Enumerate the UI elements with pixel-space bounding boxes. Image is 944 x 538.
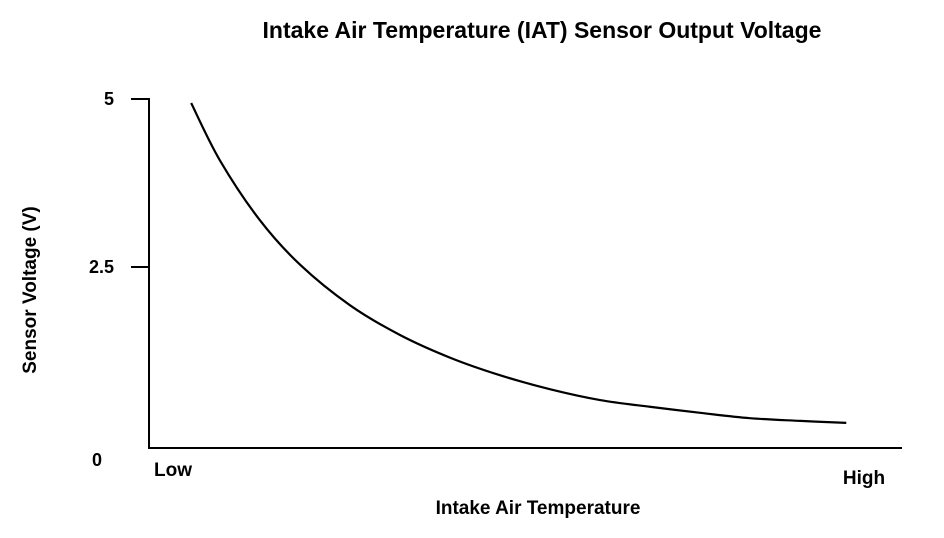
y-tick-label: 0 — [92, 450, 102, 470]
y-tick-label: 5 — [104, 89, 114, 109]
x-axis-label: Intake Air Temperature — [436, 498, 641, 519]
x-tick-low: Low — [154, 460, 192, 481]
y-tick-label: 2.5 — [89, 257, 114, 277]
series-line — [190, 102, 847, 425]
x-tick-high: High — [843, 468, 885, 489]
chart-title: Intake Air Temperature (IAT) Sensor Outp… — [263, 17, 822, 43]
y-axis-label: Sensor Voltage (V) — [20, 206, 41, 374]
